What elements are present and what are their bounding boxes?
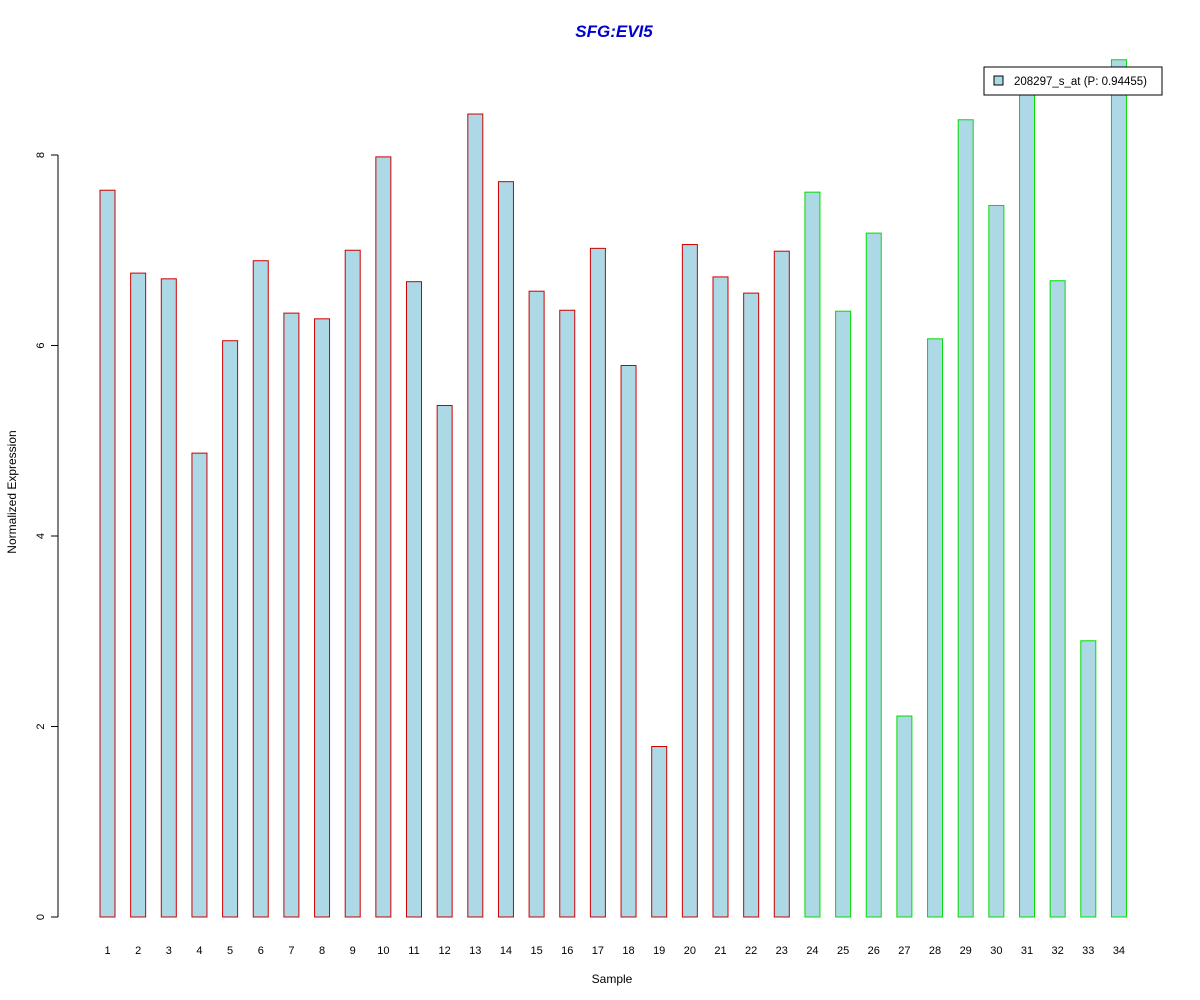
bar xyxy=(283,312,300,918)
bar xyxy=(743,292,760,918)
bar xyxy=(436,405,453,918)
y-tick-label: 4 xyxy=(35,533,47,539)
bars-group xyxy=(99,59,1127,918)
x-tick-label: 17 xyxy=(592,945,604,957)
y-axis-label: Normalized Expression xyxy=(5,430,19,553)
legend-swatch xyxy=(993,75,1004,86)
x-tick-label: 20 xyxy=(684,945,696,957)
x-tick-label: 27 xyxy=(898,945,910,957)
bar xyxy=(1080,640,1097,918)
x-tick-label: 30 xyxy=(990,945,1002,957)
x-tick-label: 33 xyxy=(1082,945,1094,957)
bar xyxy=(344,249,361,918)
chart-title: SFG:EVI5 xyxy=(575,22,653,41)
bar xyxy=(130,272,147,918)
x-tick-label: 24 xyxy=(806,945,818,957)
bar xyxy=(988,204,1005,918)
x-tick-label: 31 xyxy=(1021,945,1033,957)
x-tick-labels: 1 2 3 4 5 6 7 8 9 10 11 12 13 14 15 16 17 18 19 20 21 22 23 24 2… xyxy=(104,945,1125,957)
bar xyxy=(467,113,484,918)
x-tick-label: 21 xyxy=(714,945,726,957)
legend-label: 208297_s_at (P: 0.94455) xyxy=(1014,76,1147,88)
x-axis-label: Sample xyxy=(592,972,633,986)
x-tick-label: 10 xyxy=(377,945,389,957)
x-tick-label: 13 xyxy=(469,945,481,957)
x-tick-label: 1 xyxy=(104,945,110,957)
x-tick-label: 28 xyxy=(929,945,941,957)
y-tick-label: 8 xyxy=(35,152,47,158)
x-tick-label: 16 xyxy=(561,945,573,957)
bar xyxy=(896,715,913,918)
bar xyxy=(835,310,852,918)
x-tick-label: 8 xyxy=(319,945,325,957)
x-tick-label: 15 xyxy=(530,945,542,957)
x-tick-label: 23 xyxy=(776,945,788,957)
x-tick-label: 6 xyxy=(258,945,264,957)
y-tick-label: 2 xyxy=(35,723,47,729)
bar xyxy=(314,318,331,918)
bar xyxy=(927,338,944,918)
bar xyxy=(528,290,545,918)
bar xyxy=(375,156,392,918)
legend-box xyxy=(983,66,1163,96)
x-tick-label: 12 xyxy=(439,945,451,957)
bar xyxy=(99,189,116,918)
bar xyxy=(222,340,239,918)
x-tick-label: 11 xyxy=(408,945,419,957)
bar xyxy=(252,260,269,918)
bar xyxy=(559,309,576,918)
bar xyxy=(651,746,668,918)
x-tick-label: 9 xyxy=(350,945,356,957)
x-tick-label: 2 xyxy=(135,945,141,957)
x-tick-label: 7 xyxy=(288,945,294,957)
bar xyxy=(957,119,974,918)
x-tick-label: 29 xyxy=(960,945,972,957)
bar xyxy=(773,250,790,918)
y-tick-label: 6 xyxy=(35,342,47,348)
x-tick-label: 19 xyxy=(653,945,665,957)
y-axis: 0 2 4 6 8 xyxy=(35,152,59,920)
x-tick-label: 18 xyxy=(622,945,634,957)
bar xyxy=(1110,59,1127,918)
x-tick-label: 25 xyxy=(837,945,849,957)
x-tick-label: 34 xyxy=(1113,945,1125,957)
bar xyxy=(1049,280,1066,918)
y-tick-label: 0 xyxy=(35,914,47,920)
x-tick-label: 32 xyxy=(1052,945,1064,957)
bar xyxy=(620,365,637,918)
x-tick-label: 4 xyxy=(196,945,202,957)
x-tick-label: 3 xyxy=(166,945,172,957)
x-tick-label: 5 xyxy=(227,945,233,957)
bar xyxy=(191,452,208,918)
bar xyxy=(712,276,729,918)
legend: 208297_s_at (P: 0.94455) xyxy=(983,66,1163,96)
bar xyxy=(804,191,821,918)
bar xyxy=(406,281,422,918)
bar xyxy=(497,181,514,918)
bar xyxy=(160,278,177,918)
bar xyxy=(1019,82,1035,918)
bar xyxy=(681,244,698,918)
x-tick-label: 14 xyxy=(500,945,512,957)
bar xyxy=(589,247,606,918)
x-tick-label: 22 xyxy=(745,945,757,957)
x-tick-label: 26 xyxy=(868,945,880,957)
bar xyxy=(865,232,882,918)
